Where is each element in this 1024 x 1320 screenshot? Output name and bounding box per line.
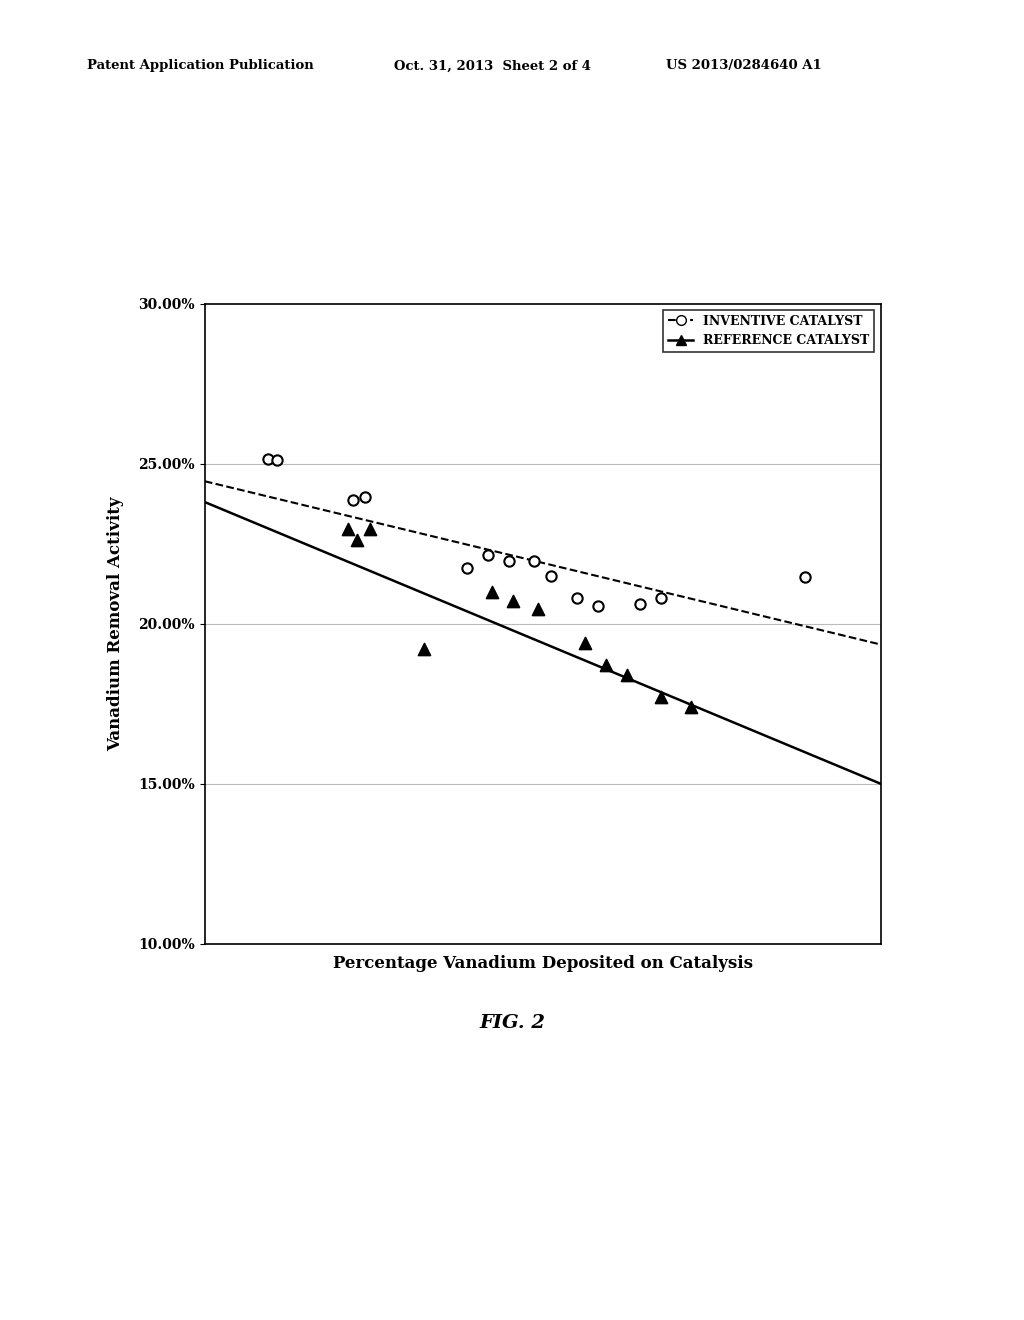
Point [268, 450, 285, 471]
Point [653, 587, 670, 609]
Point [348, 529, 366, 550]
Text: Oct. 31, 2013  Sheet 2 of 4: Oct. 31, 2013 Sheet 2 of 4 [394, 59, 591, 73]
Legend: INVENTIVE CATALYST, REFERENCE CATALYST: INVENTIVE CATALYST, REFERENCE CATALYST [664, 310, 874, 352]
Point [417, 639, 433, 660]
Point [598, 655, 614, 676]
Text: US 2013/0284640 A1: US 2013/0284640 A1 [666, 59, 821, 73]
Text: Patent Application Publication: Patent Application Publication [87, 59, 313, 73]
Point [501, 550, 517, 572]
Point [543, 565, 559, 586]
Point [530, 599, 547, 620]
Point [568, 587, 585, 609]
Point [459, 557, 475, 578]
Point [361, 519, 378, 540]
Point [590, 595, 606, 616]
Point [577, 632, 593, 653]
Point [682, 697, 698, 718]
Point [632, 594, 648, 615]
Y-axis label: Vanadium Removal Activity: Vanadium Removal Activity [108, 496, 125, 751]
Point [526, 550, 543, 572]
Point [505, 591, 521, 612]
Point [618, 664, 635, 685]
Point [260, 449, 276, 470]
X-axis label: Percentage Vanadium Deposited on Catalysis: Percentage Vanadium Deposited on Catalys… [333, 954, 753, 972]
Point [479, 544, 496, 565]
Text: FIG. 2: FIG. 2 [479, 1014, 545, 1032]
Point [357, 487, 374, 508]
Point [653, 686, 670, 708]
Point [797, 566, 813, 587]
Point [344, 490, 360, 511]
Point [484, 581, 501, 602]
Point [340, 519, 356, 540]
